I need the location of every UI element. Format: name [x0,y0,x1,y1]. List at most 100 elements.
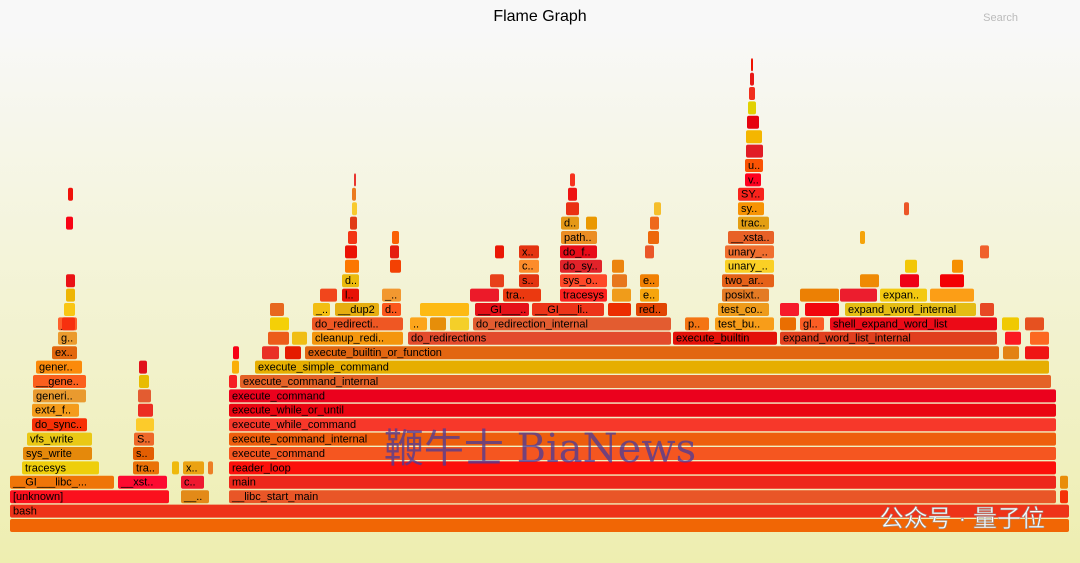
frame-label: shell_expand_word_list [833,318,947,330]
frame [408,331,671,345]
frame [133,461,159,475]
frame [233,346,239,360]
frame [345,245,357,259]
frame-label: execute_command [232,448,325,460]
frame [33,389,86,403]
frame [420,303,469,316]
frame-label: p.. [688,318,700,330]
frame [23,447,92,460]
frame [68,187,73,201]
frame-label: __GI___.. [477,304,526,316]
frame [229,389,1056,403]
frame [335,303,379,316]
frame-label: sys_write [26,448,72,460]
frame [560,288,607,302]
frame-label: __libc_start_main [231,491,318,503]
frame-label: bash [13,506,37,518]
frame [748,101,756,115]
frame [715,317,774,331]
frame-label: execute_builtin_or_function [308,347,442,359]
frame [136,418,154,432]
frame [262,346,279,360]
search-button[interactable]: Search [983,12,1018,24]
frame [32,403,79,417]
frame-label: gener.. [39,362,73,374]
frame [410,317,427,331]
watermark: 鞭牛士 BiaNews [384,426,696,472]
frame-label: x.. [186,462,198,474]
frame [430,317,446,331]
frame [138,403,153,417]
frame-label: s.. [136,448,148,460]
frame [568,187,577,201]
frame [10,490,169,504]
frame [560,274,607,288]
frame [62,317,75,331]
frame-label: __GI___libc_... [12,477,87,489]
frame-label: s.. [522,275,534,287]
frame [900,274,919,288]
frame [840,288,877,302]
frame [66,216,73,230]
frame [342,288,359,302]
frame-label: x.. [522,246,534,258]
frame-label: __xsta.. [730,232,770,244]
frame-label: __gene.. [35,376,79,388]
frame [354,173,356,187]
frame [312,331,403,345]
frame [561,216,579,230]
frame [860,231,865,244]
frame [940,274,964,288]
frame-label: gl.. [803,318,818,330]
frame [342,274,359,288]
frame [673,331,777,345]
frame [208,461,213,475]
frame [475,303,529,316]
frame-label: do_f.. [563,246,591,258]
frame [805,303,839,316]
frame-label: expan.. [883,290,919,302]
frame [10,504,1069,518]
frame [139,375,149,388]
frame [348,231,357,244]
frame-label: do_sy.. [563,261,598,273]
frame [312,317,403,331]
frame [905,259,917,273]
frame [830,317,997,331]
frame [473,317,671,331]
frame-label: SY.. [741,189,760,201]
frame [229,461,1056,475]
frame [392,231,399,244]
frame-label: execute_while_or_until [232,405,344,417]
frame-label: unary_.. [728,246,768,258]
watermark: 公众号 · 量子位 [880,505,1045,532]
frame [738,187,764,201]
frame-label: execute_command [232,390,325,402]
frame [1060,490,1068,504]
frame-label: __GI___li.. [534,304,588,316]
frame [904,202,909,216]
frame [1025,317,1044,331]
frame [608,303,631,316]
frame [268,331,289,345]
frame [10,475,114,489]
frame-label: expand_word_internal [848,304,956,316]
frame-label: _.. [384,290,397,302]
frame-label: execute_builtin [676,333,749,345]
frame [747,115,759,129]
frame [503,288,541,302]
frame [352,187,356,201]
frame [1003,346,1019,360]
frame-label: two_ar.. [725,275,764,287]
frame [636,303,667,316]
frame-label: cleanup_redi.. [315,333,384,345]
frame [1030,331,1049,345]
frame-label: [unknown] [13,491,63,503]
frame [738,216,769,230]
frame-label: e.. [643,275,655,287]
frame-label: do_redirections [411,333,487,345]
frame [270,317,289,331]
frame-label: trac.. [741,218,765,230]
frame [800,288,839,302]
frame [860,274,879,288]
